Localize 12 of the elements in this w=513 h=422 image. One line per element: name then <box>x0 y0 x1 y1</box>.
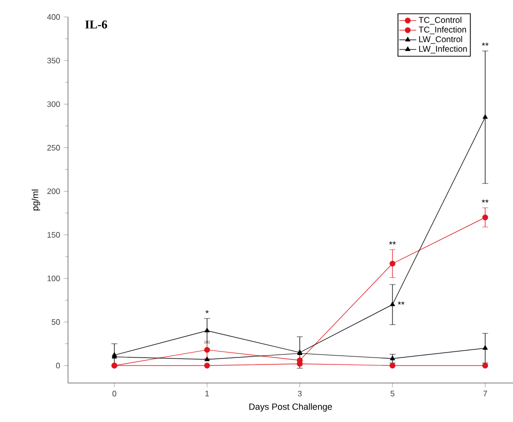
annotation: ** <box>482 42 489 46</box>
legend-label: TC_Infection <box>418 26 466 34</box>
chart-title: IL-6 <box>85 20 108 29</box>
x-axis-title: Days Post Challenge <box>249 403 332 412</box>
y-axis-title: pg/ml <box>32 190 40 210</box>
annotation: * <box>205 310 209 314</box>
annotation: ** <box>482 199 489 203</box>
legend-label: TC_Control <box>418 16 462 25</box>
legend-label: LW_Control <box>419 36 462 44</box>
annotation: ** <box>398 301 404 305</box>
annotation: ** <box>389 241 396 244</box>
legend-label: LW_Infection <box>419 46 467 54</box>
